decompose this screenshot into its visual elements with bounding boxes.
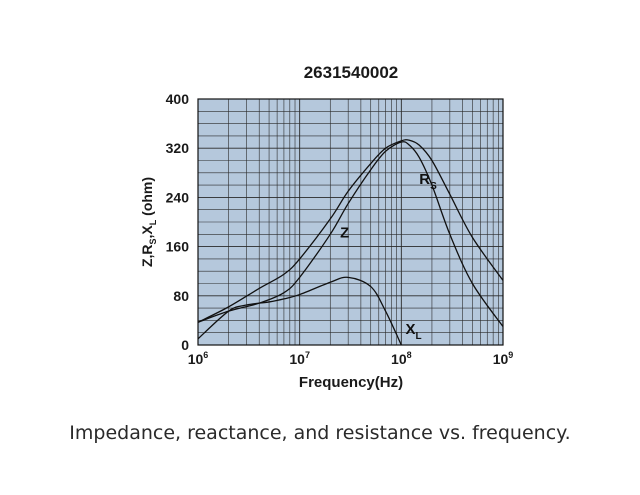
x-tick-labels: 106 107 108 109 bbox=[188, 350, 514, 367]
y-axis-label-sub-s: S bbox=[148, 238, 158, 244]
figure-caption: Impedance, reactance, and resistance vs.… bbox=[69, 422, 571, 444]
plot-frame bbox=[197, 98, 504, 346]
y-tick-label: 400 bbox=[166, 91, 190, 107]
x-tick-label: 106 bbox=[188, 350, 209, 367]
series-labels: Z RS XL bbox=[340, 171, 437, 342]
series-line-xl bbox=[197, 276, 402, 346]
y-tick-label: 80 bbox=[173, 288, 189, 304]
y-tick-label: 240 bbox=[166, 189, 190, 205]
y-axis-label-sub-l: L bbox=[148, 219, 158, 225]
y-tick-label: 320 bbox=[166, 140, 190, 156]
series-line-rs bbox=[197, 141, 504, 327]
chart-title: 2631540002 bbox=[304, 63, 399, 82]
y-tick-labels: 0 80 160 240 320 400 bbox=[166, 91, 190, 353]
y-tick-label: 160 bbox=[166, 239, 190, 255]
y-axis-label-base: Z,R bbox=[139, 244, 155, 267]
series-label-rs: RS bbox=[419, 171, 437, 192]
series-label-xl: XL bbox=[406, 321, 422, 342]
y-axis-label: Z,RS,XL (ohm) bbox=[139, 177, 158, 267]
x-axis-label: Frequency(Hz) bbox=[299, 374, 403, 391]
y-axis-label-sep: ,X bbox=[139, 225, 155, 239]
x-tick-label: 109 bbox=[493, 350, 514, 367]
x-tick-label: 107 bbox=[289, 350, 310, 367]
series-label-z: Z bbox=[340, 224, 349, 241]
grid-lines bbox=[197, 99, 503, 345]
series-line-z bbox=[197, 139, 504, 323]
x-tick-label: 108 bbox=[391, 350, 412, 367]
series-lines bbox=[197, 139, 504, 346]
y-axis-label-tail: (ohm) bbox=[139, 177, 155, 220]
y-tick-label: 0 bbox=[181, 337, 189, 353]
